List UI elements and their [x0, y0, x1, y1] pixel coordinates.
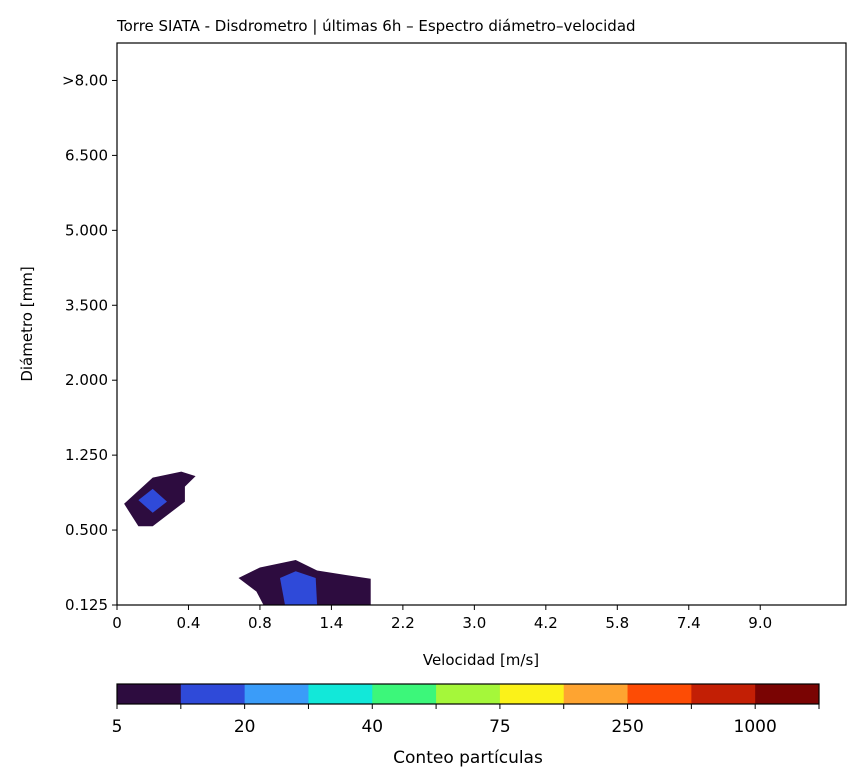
plot-frame — [116, 42, 847, 606]
colorbar-swatch — [436, 684, 501, 704]
x-tick-label: 9.0 — [748, 614, 772, 632]
y-tick-label: >8.00 — [62, 71, 108, 89]
x-tick-label: 7.4 — [677, 614, 701, 632]
chart-title: Torre SIATA - Disdrometro | últimas 6h –… — [116, 17, 636, 35]
y-tick-label: 5.000 — [65, 221, 108, 239]
colorbar-swatch — [563, 684, 629, 704]
x-tick-label: 3.0 — [462, 614, 486, 632]
contour-region-1 — [138, 488, 167, 513]
colorbar-tick-label: 250 — [611, 717, 643, 737]
x-tick-label: 1.4 — [319, 614, 343, 632]
colorbar-swatch — [755, 684, 820, 704]
colorbar-tick-label: 20 — [234, 717, 256, 737]
x-tick-label: 0 — [112, 614, 122, 632]
colorbar-swatch — [117, 684, 182, 704]
y-tick-label: 1.250 — [65, 446, 108, 464]
y-tick-label: 3.500 — [65, 296, 108, 314]
colorbar: 5 20 40 75 250 1000 — [112, 683, 820, 737]
colorbar-swatch — [180, 684, 246, 704]
x-axis-ticks: 0 0.4 0.8 1.4 2.2 3.0 4.2 5.8 7.4 9.0 — [112, 605, 772, 632]
plot-area — [124, 471, 371, 605]
colorbar-tick-label: 75 — [489, 717, 511, 737]
colorbar-label: Conteo partículas — [393, 748, 543, 768]
y-axis-ticks: 0.125 0.500 1.250 2.000 3.500 5.000 6.500 >8.00 — [62, 71, 117, 614]
contour-region-3 — [280, 571, 318, 605]
x-axis-label: Velocidad [m/s] — [423, 651, 539, 669]
x-tick-label: 0.4 — [177, 614, 201, 632]
colorbar-swatch — [499, 684, 565, 704]
colorbar-tick-label: 5 — [112, 717, 123, 737]
y-tick-label: 6.500 — [65, 146, 108, 164]
colorbar-swatch — [244, 684, 309, 704]
y-tick-label: 0.125 — [65, 596, 108, 614]
x-tick-label: 0.8 — [248, 614, 272, 632]
colorbar-swatch — [308, 684, 373, 704]
x-tick-label: 2.2 — [391, 614, 415, 632]
colorbar-frame — [116, 683, 820, 705]
colorbar-tick-label: 1000 — [734, 717, 777, 737]
colorbar-swatch — [691, 684, 756, 704]
x-tick-label: 5.8 — [605, 614, 629, 632]
colorbar-swatch — [372, 684, 437, 704]
y-axis-label: Diámetro [mm] — [18, 266, 36, 381]
y-tick-label: 2.000 — [65, 371, 108, 389]
colorbar-swatch — [627, 684, 692, 704]
y-tick-label: 0.500 — [65, 521, 108, 539]
colorbar-tick-label: 40 — [361, 717, 383, 737]
x-tick-label: 4.2 — [534, 614, 558, 632]
